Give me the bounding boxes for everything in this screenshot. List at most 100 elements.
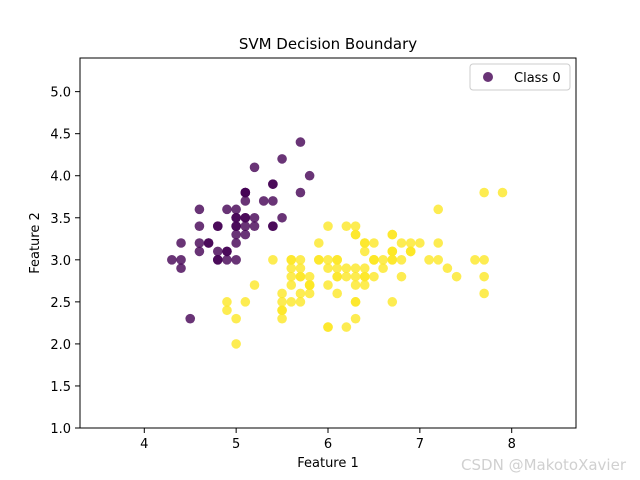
point-series-1-63 — [295, 297, 306, 307]
point-series-1-65 — [359, 238, 370, 248]
point-series-1-35 — [323, 221, 333, 231]
point-series-0-46 — [240, 187, 251, 198]
legend: Class 0 — [469, 63, 571, 91]
point-series-1-23 — [332, 271, 342, 282]
point-series-0-36 — [277, 212, 287, 223]
x-axis-label: Feature 1 — [297, 456, 359, 471]
y-tick-label: 2.5 — [50, 296, 71, 311]
x-tick-label: 6 — [324, 437, 332, 452]
legend-marker-class-0 — [483, 72, 493, 82]
point-series-1-96 — [350, 297, 361, 307]
point-series-0-41 — [185, 313, 196, 324]
x-tick-label: 5 — [232, 437, 240, 452]
point-series-0-38 — [176, 255, 186, 265]
point-series-1-43 — [231, 313, 241, 324]
point-series-1-38 — [286, 255, 297, 265]
point-series-1-33 — [323, 280, 333, 290]
point-series-1-83 — [350, 271, 361, 282]
point-series-0-48 — [258, 196, 269, 206]
point-series-1-64 — [304, 271, 315, 282]
point-series-0-27 — [249, 212, 260, 223]
point-series-1-20 — [314, 238, 324, 248]
point-series-1-31 — [277, 305, 287, 316]
point-series-1-42 — [304, 288, 315, 299]
point-series-1-46 — [295, 263, 306, 274]
point-series-0-18 — [295, 187, 306, 198]
point-series-1-39 — [277, 297, 287, 307]
point-series-0-34 — [222, 246, 232, 257]
point-series-1-37 — [350, 313, 361, 324]
point-series-1-58 — [387, 297, 398, 307]
point-series-1-14 — [286, 263, 297, 274]
y-tick-label: 5.0 — [50, 86, 71, 101]
point-series-1-59 — [433, 204, 444, 215]
legend-label-class-0: Class 0 — [514, 71, 561, 86]
point-series-0-23 — [240, 229, 251, 240]
point-series-0-30 — [212, 246, 223, 257]
point-series-1-68 — [479, 288, 489, 299]
y-tick-label: 3.5 — [50, 212, 71, 227]
point-series-1-77 — [332, 255, 342, 265]
point-series-1-80 — [451, 271, 462, 282]
point-series-1-67 — [479, 187, 489, 198]
point-series-1-79 — [433, 255, 444, 265]
legend-box — [469, 63, 571, 91]
point-series-1-72 — [479, 271, 489, 282]
point-series-0-26 — [231, 221, 241, 231]
point-series-1-40 — [277, 288, 287, 299]
point-series-0-25 — [231, 255, 241, 265]
y-tick-label: 1.0 — [50, 422, 71, 437]
point-series-1-62 — [396, 255, 407, 265]
point-series-0-3 — [194, 246, 205, 257]
point-series-0-43 — [231, 212, 241, 223]
x-axis-ticks: 4 5 6 7 8 — [140, 428, 516, 452]
point-series-1-53 — [350, 263, 361, 274]
point-series-1-49 — [295, 271, 306, 282]
point-series-0-14 — [304, 170, 315, 181]
point-series-0-32 — [249, 162, 260, 173]
y-tick-label: 3.0 — [50, 254, 71, 269]
point-series-0-16 — [268, 179, 278, 189]
point-series-1-28 — [323, 263, 333, 274]
x-tick-label: 8 — [508, 437, 516, 452]
point-series-1-71 — [286, 271, 297, 282]
point-series-1-34 — [268, 255, 278, 265]
point-series-1-81 — [497, 187, 508, 198]
point-series-1-70 — [405, 238, 416, 248]
point-series-1-97 — [369, 255, 379, 265]
point-series-1-52 — [424, 255, 434, 265]
point-series-1-56 — [222, 297, 232, 307]
point-series-1-0 — [415, 238, 425, 248]
point-series-0-15 — [295, 137, 306, 147]
point-series-1-9 — [249, 280, 260, 290]
point-series-1-92 — [304, 280, 315, 290]
point-series-1-13 — [332, 263, 342, 274]
y-axis-ticks: 1.0 1.5 2.0 2.5 3.0 3.5 4.0 4.5 5.0 — [50, 86, 80, 437]
point-series-1-88 — [323, 255, 333, 265]
point-series-1-91 — [405, 246, 416, 257]
point-series-1-82 — [359, 271, 370, 282]
point-series-1-60 — [369, 238, 379, 248]
point-series-0-1 — [222, 255, 232, 265]
y-tick-label: 4.0 — [50, 170, 71, 185]
point-series-1-75 — [433, 238, 444, 248]
point-series-0-21 — [240, 196, 251, 206]
point-series-1-95 — [387, 255, 398, 265]
point-series-1-55 — [470, 255, 480, 265]
point-series-0-17 — [240, 212, 251, 223]
point-series-1-93 — [396, 238, 407, 248]
y-tick-label: 4.5 — [50, 128, 71, 143]
point-series-0-6 — [194, 221, 205, 231]
point-series-1-25 — [378, 255, 388, 265]
point-series-1-26 — [396, 271, 407, 282]
point-series-1-3 — [277, 313, 287, 324]
point-series-1-8 — [378, 263, 388, 274]
chart-title: SVM Decision Boundary — [239, 35, 417, 53]
point-series-0-35 — [231, 238, 241, 248]
point-series-1-47 — [341, 263, 352, 274]
point-series-0-45 — [212, 255, 223, 265]
y-tick-label: 2.0 — [50, 338, 71, 353]
point-series-1-84 — [332, 288, 342, 299]
point-series-0-37 — [222, 204, 232, 215]
